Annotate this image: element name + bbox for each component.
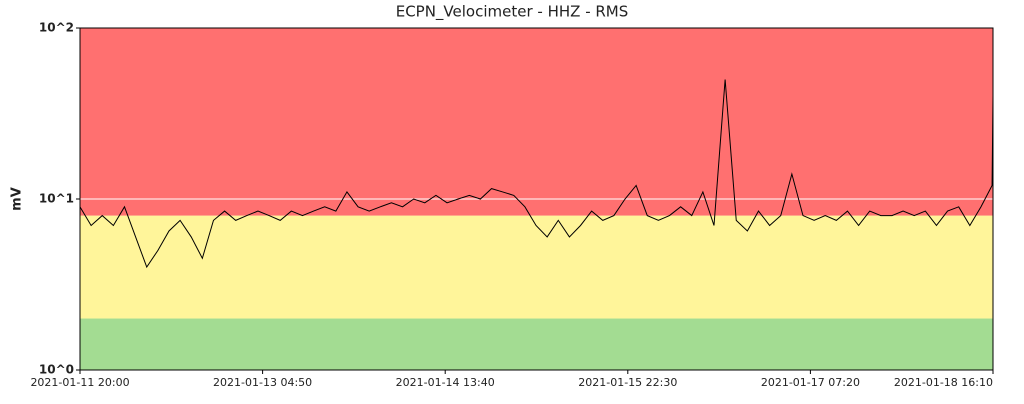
x-tick-label: 2021-01-15 22:30 xyxy=(578,376,677,389)
x-tick-label: 2021-01-18 16:10 xyxy=(894,376,993,389)
x-tick-label: 2021-01-14 13:40 xyxy=(396,376,495,389)
chart-title: ECPN_Velocimeter - HHZ - RMS xyxy=(396,3,629,22)
y-axis-label: mV xyxy=(10,187,25,211)
threshold-band xyxy=(80,215,993,319)
y-tick-label: 10^0 xyxy=(39,363,74,377)
x-tick-label: 2021-01-11 20:00 xyxy=(30,376,129,389)
threshold-band xyxy=(80,318,993,370)
x-tick-label: 2021-01-17 07:20 xyxy=(761,376,860,389)
threshold-band xyxy=(80,28,993,216)
data-line xyxy=(79,79,994,269)
y-tick-label: 10^2 xyxy=(39,21,74,35)
plot-border xyxy=(79,27,994,371)
y-tick-label: 10^1 xyxy=(39,192,74,206)
x-tick-label: 2021-01-13 04:50 xyxy=(213,376,312,389)
